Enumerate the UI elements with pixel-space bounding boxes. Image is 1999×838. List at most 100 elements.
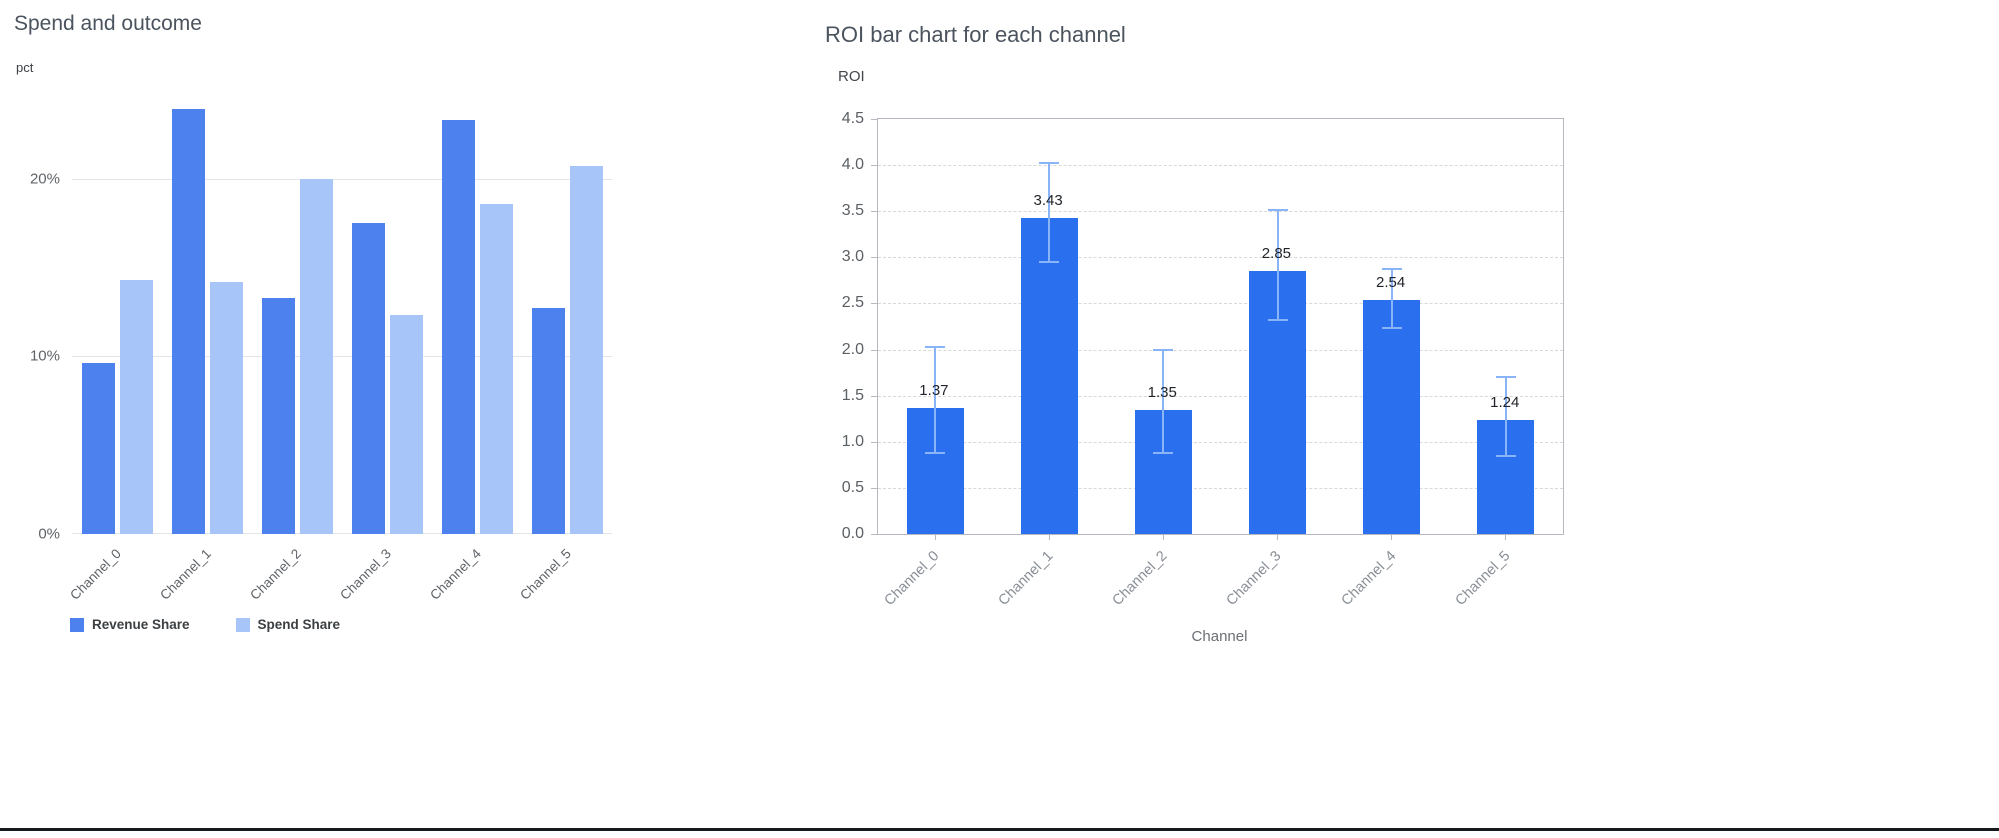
legend-swatch bbox=[70, 617, 84, 632]
roi-bar bbox=[1020, 217, 1078, 534]
bar-spend-share bbox=[119, 279, 153, 534]
bar-revenue-share bbox=[441, 119, 475, 534]
y-tick-label: 3.0 bbox=[841, 248, 864, 266]
bar-value-label: 1.24 bbox=[1490, 393, 1520, 411]
gridline bbox=[878, 211, 1563, 213]
error-bar bbox=[934, 346, 937, 453]
error-bar-cap bbox=[1267, 319, 1288, 322]
spend-outcome-chart-title: Spend and outcome bbox=[14, 12, 202, 35]
x-tick-label: Channel_1 bbox=[995, 548, 1057, 609]
error-bar-cap bbox=[1267, 209, 1288, 212]
error-bar bbox=[1162, 350, 1165, 453]
gridline bbox=[878, 441, 1563, 443]
error-bar-cap bbox=[925, 451, 946, 454]
y-tick-mark bbox=[871, 349, 877, 351]
bar-spend-share bbox=[299, 178, 333, 534]
error-bar bbox=[1390, 269, 1393, 329]
y-tick-mark bbox=[871, 165, 877, 167]
x-tick-label: Channel_4 bbox=[1338, 548, 1400, 609]
x-tick-label: Channel_2 bbox=[246, 546, 304, 603]
gridline bbox=[878, 349, 1563, 351]
bar-value-label: 1.37 bbox=[919, 381, 949, 399]
error-bar-cap bbox=[1495, 454, 1516, 457]
x-axis-title: Channel bbox=[1191, 628, 1248, 645]
y-tick-mark bbox=[871, 395, 877, 397]
y-tick-label: 0.0 bbox=[841, 525, 864, 542]
bar-spend-share bbox=[569, 166, 603, 534]
y-tick-label: 3.5 bbox=[841, 202, 864, 220]
error-bar-cap bbox=[1381, 327, 1402, 330]
y-axis-unit-label: pct bbox=[16, 60, 34, 75]
error-bar-cap bbox=[925, 345, 946, 348]
bar-value-label: 2.54 bbox=[1375, 273, 1406, 291]
bar-revenue-share bbox=[351, 223, 385, 534]
x-tick-mark bbox=[1162, 534, 1164, 540]
bar-spend-share bbox=[479, 203, 513, 534]
x-tick-label: Channel_5 bbox=[516, 546, 574, 603]
error-bar bbox=[1276, 210, 1279, 321]
spend-outcome-chart-card: Spend and outcome pct 0% 10% 20% Channel_0 C… bbox=[14, 12, 654, 682]
y-tick-label: 0.5 bbox=[841, 478, 864, 496]
y-tick-label: 0% bbox=[38, 525, 60, 543]
x-tick-label: Channel_0 bbox=[881, 548, 943, 609]
x-tick-mark bbox=[1391, 534, 1393, 540]
legend-item: Spend Share bbox=[235, 617, 341, 632]
y-tick-label: 10% bbox=[29, 347, 60, 365]
error-bar bbox=[1504, 377, 1507, 456]
gridline bbox=[72, 356, 612, 358]
gridline bbox=[878, 257, 1563, 259]
y-tick-mark bbox=[871, 303, 877, 305]
y-tick-label: 2.5 bbox=[841, 294, 864, 312]
x-tick-label: Channel_1 bbox=[156, 546, 214, 603]
gridline bbox=[878, 395, 1563, 397]
x-tick-mark bbox=[1048, 534, 1050, 540]
x-tick-label: Channel_3 bbox=[336, 546, 394, 603]
y-tick-mark bbox=[871, 119, 877, 120]
gridline bbox=[72, 533, 612, 534]
error-bar bbox=[1048, 163, 1051, 262]
legend-swatch bbox=[235, 617, 250, 632]
y-tick-mark bbox=[871, 257, 877, 259]
gridline bbox=[878, 303, 1563, 305]
x-tick-label: Channel_5 bbox=[1452, 548, 1514, 609]
y-tick-label: 1.0 bbox=[841, 432, 864, 450]
x-tick-label: Channel_3 bbox=[1223, 548, 1285, 609]
legend: Revenue Share Spend Share bbox=[70, 617, 340, 632]
error-bar-cap bbox=[1153, 451, 1174, 454]
gridline bbox=[72, 178, 612, 180]
bar-revenue-share bbox=[171, 109, 205, 534]
roi-plot-area: 0.0 0.5 1.0 1.5 2.0 2.5 3.0 3.5 4.0 4.5 1.37 Channe… bbox=[842, 110, 1564, 609]
x-tick-mark bbox=[1277, 534, 1279, 540]
bar-value-label: 2.85 bbox=[1261, 245, 1292, 263]
legend-label: Spend Share bbox=[257, 617, 341, 632]
x-tick-mark bbox=[934, 534, 936, 540]
x-tick-label: Channel_2 bbox=[1109, 548, 1171, 609]
legend-item: Revenue Share bbox=[70, 617, 190, 632]
bar-value-label: 1.35 bbox=[1147, 383, 1177, 401]
y-axis-label: ROI bbox=[838, 68, 865, 85]
error-bar-cap bbox=[1381, 268, 1402, 271]
bar-revenue-share bbox=[81, 363, 115, 534]
x-tick-label: Channel_4 bbox=[426, 546, 484, 603]
error-bar-cap bbox=[1039, 260, 1060, 263]
bottom-border-line bbox=[0, 828, 1999, 831]
y-tick-mark bbox=[871, 211, 877, 213]
error-bar-cap bbox=[1153, 349, 1174, 352]
y-tick-mark bbox=[871, 441, 877, 443]
x-tick-label: Channel_0 bbox=[66, 546, 124, 603]
y-tick-mark bbox=[871, 534, 877, 535]
roi-chart-card: ROI bar chart for each channel ROI 0.0 0.… bbox=[820, 22, 1600, 672]
y-tick-label: 4.0 bbox=[841, 156, 864, 174]
legend-label: Revenue Share bbox=[92, 617, 190, 632]
y-tick-label: 20% bbox=[29, 170, 60, 188]
error-bar-cap bbox=[1039, 162, 1060, 165]
bar-revenue-share bbox=[261, 297, 295, 534]
spend-outcome-plot-area: 0% 10% 20% Channel_0 Channel_1 Channel_2 Chann… bbox=[30, 104, 612, 603]
bar-spend-share bbox=[209, 281, 243, 534]
bar-value-label: 3.43 bbox=[1033, 191, 1063, 209]
bar-revenue-share bbox=[531, 308, 565, 534]
y-tick-label: 2.0 bbox=[841, 340, 864, 358]
gridline bbox=[878, 487, 1563, 489]
gridline bbox=[878, 165, 1563, 167]
